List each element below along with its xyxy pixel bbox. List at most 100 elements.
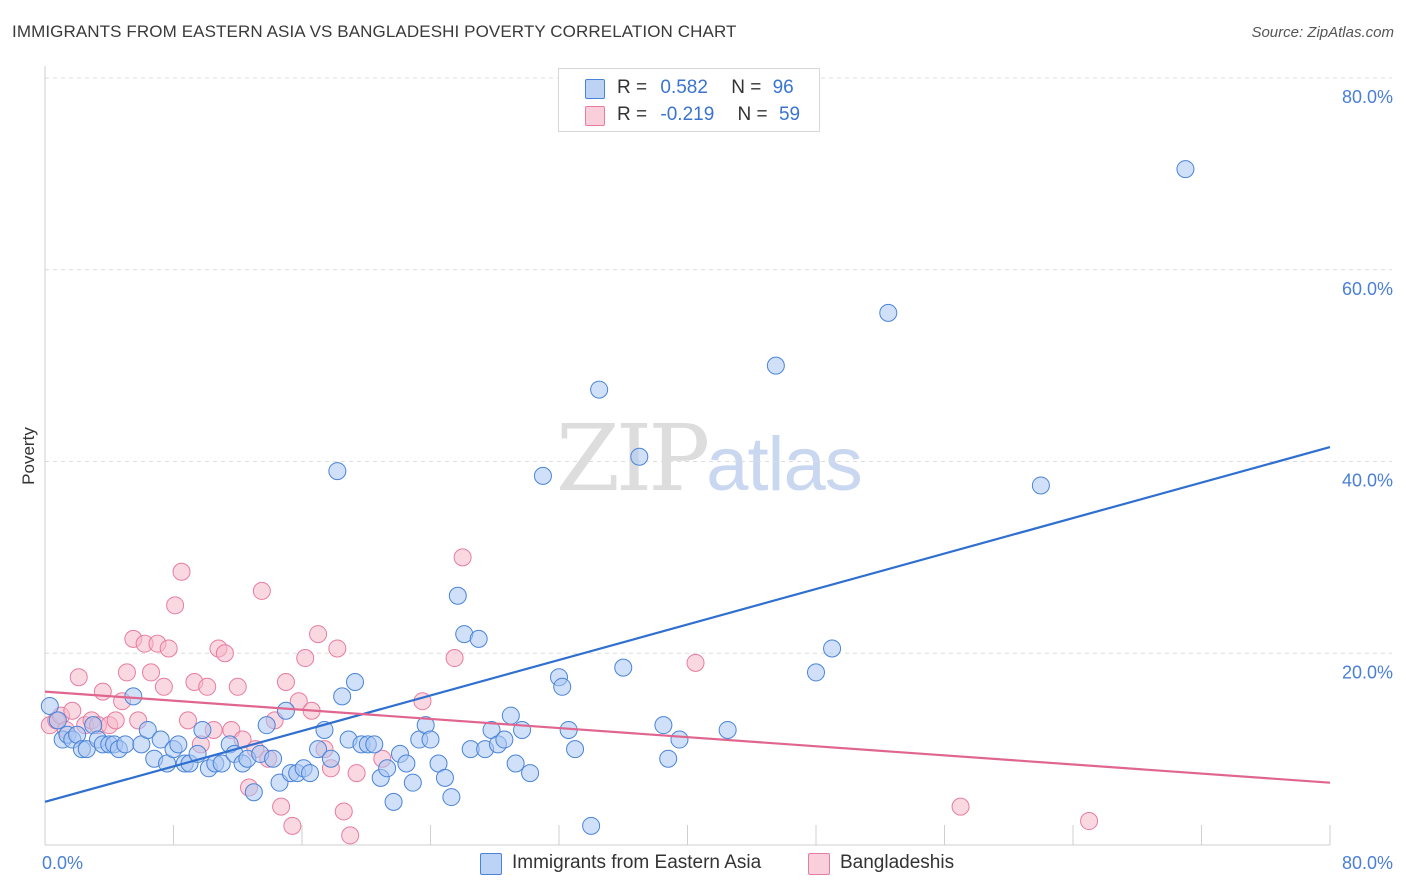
data-point xyxy=(686,653,705,672)
data-point xyxy=(553,677,572,696)
data-point xyxy=(296,649,315,668)
source-credit: Source: ZipAtlas.com xyxy=(1251,24,1394,41)
data-point xyxy=(264,749,283,768)
bottom-legend-label-eastern-asia: Immigrants from Eastern Asia xyxy=(512,852,762,873)
bottom-legend-label-bangladeshis: Bangladeshis xyxy=(840,852,955,873)
data-point xyxy=(347,764,366,783)
data-point xyxy=(1031,476,1050,495)
data-point xyxy=(442,788,461,807)
bottom-legend-swatch-bangladeshis xyxy=(808,853,830,875)
legend-n-value: 96 xyxy=(772,77,794,98)
data-point xyxy=(154,677,173,696)
data-point xyxy=(138,720,157,739)
legend-n-label: N = xyxy=(737,104,768,125)
data-point xyxy=(228,677,247,696)
data-point xyxy=(212,754,231,773)
y-tick-label: 20.0% xyxy=(1342,662,1393,682)
chart-title: IMMIGRANTS FROM EASTERN ASIA VS BANGLADE… xyxy=(12,22,737,41)
legend-swatch-bangladeshis xyxy=(585,106,605,126)
axes xyxy=(44,66,1331,846)
data-point xyxy=(252,581,271,600)
legend-r-label: R = xyxy=(617,77,648,98)
data-point xyxy=(506,754,525,773)
data-point xyxy=(1080,812,1099,831)
data-point xyxy=(215,644,234,663)
bottom-legend-swatch-eastern-asia xyxy=(480,853,502,875)
series-eastern-asia-points xyxy=(40,160,1195,835)
data-point xyxy=(257,716,276,735)
data-point xyxy=(670,730,689,749)
data-point xyxy=(453,548,472,567)
y-tick-label: 40.0% xyxy=(1342,471,1393,491)
data-point xyxy=(63,701,82,720)
data-point xyxy=(1176,160,1195,179)
data-point xyxy=(403,773,422,792)
tick-labels: 80.0% 60.0% 40.0% 20.0% 0.0% 80.0% xyxy=(42,87,1393,873)
data-point xyxy=(501,706,520,725)
series-bangladeshis-points xyxy=(40,548,1099,845)
data-point xyxy=(172,562,191,581)
data-point xyxy=(116,735,135,754)
data-point xyxy=(69,668,88,687)
data-point xyxy=(309,740,328,759)
watermark-atlas: atlas xyxy=(706,422,863,507)
data-point xyxy=(151,730,170,749)
legend-r-label: R = xyxy=(617,104,648,125)
data-point xyxy=(445,649,464,668)
data-point xyxy=(341,826,360,845)
data-point xyxy=(142,663,161,682)
data-point xyxy=(823,639,842,658)
data-point xyxy=(614,658,633,677)
data-point xyxy=(659,749,678,768)
data-point xyxy=(495,730,514,749)
data-point xyxy=(365,735,384,754)
legend-n-value: 59 xyxy=(778,104,801,125)
data-point xyxy=(533,466,552,485)
data-point xyxy=(321,749,340,768)
data-point xyxy=(301,764,320,783)
data-point xyxy=(435,768,454,787)
data-point xyxy=(521,764,540,783)
data-point xyxy=(244,783,263,802)
y-axis-label: Poverty xyxy=(19,427,38,485)
data-point xyxy=(276,673,295,692)
data-point xyxy=(334,802,353,821)
data-point xyxy=(718,720,737,739)
data-point xyxy=(159,639,178,658)
data-point xyxy=(951,797,970,816)
data-point xyxy=(630,447,649,466)
data-point xyxy=(309,625,328,644)
data-point xyxy=(93,682,112,701)
data-point xyxy=(40,696,59,715)
data-point xyxy=(166,596,185,615)
data-point xyxy=(397,754,416,773)
data-point xyxy=(283,816,302,835)
legend-r-value: -0.219 xyxy=(660,104,715,125)
data-point xyxy=(198,677,217,696)
watermark: ZIPatlas xyxy=(556,405,863,512)
data-point xyxy=(178,711,197,730)
data-point xyxy=(48,711,67,730)
trend-lines xyxy=(44,446,1331,803)
data-point xyxy=(384,792,403,811)
data-point xyxy=(654,716,673,735)
data-point xyxy=(448,586,467,605)
data-point xyxy=(766,356,785,375)
data-point xyxy=(106,711,125,730)
x-tick-label: 80.0% xyxy=(1342,853,1393,873)
data-point xyxy=(807,663,825,682)
y-tick-label: 80.0% xyxy=(1342,87,1393,107)
data-point xyxy=(879,303,898,322)
data-point xyxy=(193,720,212,739)
x-tick-label: 0.0% xyxy=(42,853,83,873)
data-point xyxy=(421,730,440,749)
data-point xyxy=(590,380,609,399)
y-tick-label: 60.0% xyxy=(1342,279,1393,299)
data-point xyxy=(469,629,488,648)
data-point xyxy=(276,701,295,720)
data-point xyxy=(117,663,136,682)
data-point xyxy=(328,462,347,481)
data-point xyxy=(328,639,347,658)
legend-n-label: N = xyxy=(731,77,762,98)
